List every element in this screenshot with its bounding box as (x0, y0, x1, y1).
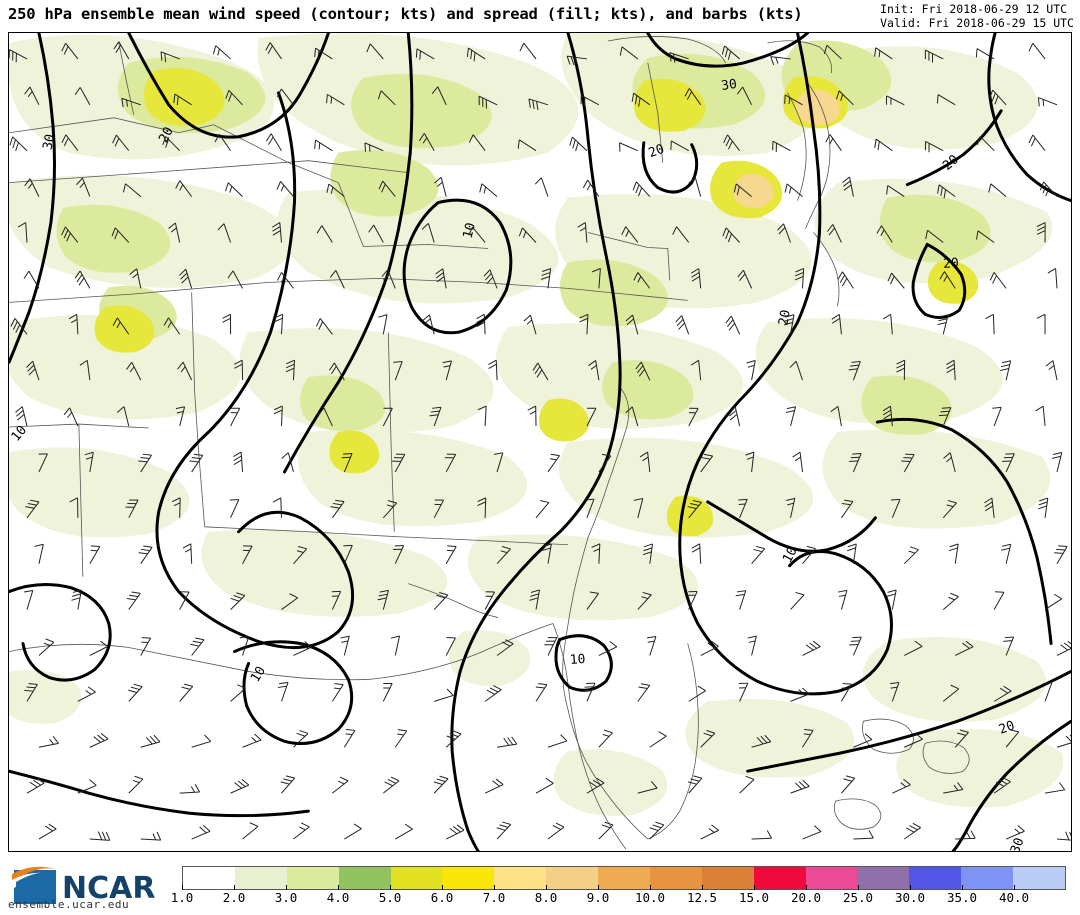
colorbar-swatch (546, 867, 598, 889)
colorbar[interactable] (182, 866, 1066, 890)
political-boundaries (9, 36, 970, 850)
colorbar-tick-mark (962, 885, 963, 890)
colorbar-ticks: 1.0 2.0 3.0 4.0 5.0 6.0 7.0 8.0 9.0 10.0 12.5 15.0 2… (0, 885, 1080, 910)
svg-text:10: 10 (569, 652, 586, 668)
svg-text:30: 30 (41, 133, 59, 151)
colorbar-swatch (286, 867, 339, 889)
timestamp-block: Init: Fri 2018-06-29 12 UTC Valid: Fri 2… (880, 2, 1074, 30)
header-bar: 250 hPa ensemble mean wind speed (contou… (0, 0, 1080, 32)
colorbar-tick-label: 10.0 (634, 890, 666, 905)
colorbar-tick-mark (494, 885, 495, 890)
colorbar-tick-mark (546, 885, 547, 890)
colorbar-tick-mark (286, 885, 287, 890)
colorbar-tick-mark (1014, 885, 1015, 890)
colorbar-tick-label: 1.0 (170, 890, 194, 905)
colorbar-tick-mark (650, 885, 651, 890)
svg-text:10: 10 (461, 221, 479, 240)
colorbar-swatch (701, 867, 754, 889)
colorbar-tick-mark (442, 885, 443, 890)
svg-text:20: 20 (943, 256, 960, 272)
ncar-logo[interactable]: NCAR (6, 860, 176, 912)
colorbar-tick-mark (806, 885, 807, 890)
svg-text:20: 20 (647, 142, 667, 161)
colorbar-swatch (338, 867, 391, 889)
weather-map[interactable]: 30 20 30 20 10 20 20 20 10 10 10 10 20 3… (9, 33, 1071, 851)
svg-text:30: 30 (720, 77, 738, 94)
colorbar-tick-mark (702, 885, 703, 890)
colorbar-swatch (909, 867, 962, 889)
colorbar-tick-label: 15.0 (738, 890, 770, 905)
colorbar-tick-label: 8.0 (534, 890, 558, 905)
colorbar-swatch (183, 867, 235, 889)
colorbar-swatch (753, 867, 806, 889)
init-time: Init: Fri 2018-06-29 12 UTC (880, 2, 1068, 16)
colorbar-tick-label: 2.0 (222, 890, 246, 905)
colorbar-swatch (961, 867, 1013, 889)
colorbar-swatch (390, 867, 443, 889)
colorbar-swatch (1013, 867, 1065, 889)
svg-text:20: 20 (997, 718, 1017, 737)
ncar-logo-text: NCAR (62, 871, 155, 906)
colorbar-tick-label: 40.0 (998, 890, 1030, 905)
svg-text:20: 20 (156, 125, 177, 146)
ncar-logo-mark (12, 866, 58, 904)
colorbar-swatch (598, 867, 650, 889)
map-panel[interactable]: 30 20 30 20 10 20 20 20 10 10 10 10 20 3… (8, 32, 1072, 852)
colorbar-tick-mark (182, 885, 183, 890)
colorbar-tick-mark (390, 885, 391, 890)
colorbar-tick-mark (754, 885, 755, 890)
colorbar-swatch (494, 867, 547, 889)
colorbar-tick-label: 30.0 (894, 890, 926, 905)
colorbar-tick-mark (234, 885, 235, 890)
svg-text:30: 30 (1008, 836, 1027, 851)
colorbar-swatch (805, 867, 858, 889)
page-title: 250 hPa ensemble mean wind speed (contou… (8, 5, 803, 23)
colorbar-tick-label: 20.0 (790, 890, 822, 905)
colorbar-tick-label: 35.0 (946, 890, 978, 905)
svg-text:10: 10 (248, 664, 269, 685)
colorbar-tick-mark (910, 885, 911, 890)
colorbar-swatch (234, 867, 287, 889)
ncar-logo-url: ensemble.ucar.edu (8, 898, 130, 911)
svg-text:20: 20 (776, 309, 793, 327)
colorbar-tick-label: 3.0 (274, 890, 298, 905)
colorbar-swatch (442, 867, 495, 889)
spread-fill-layer (9, 33, 1064, 816)
colorbar-tick-mark (338, 885, 339, 890)
colorbar-tick-label: 12.5 (686, 890, 718, 905)
colorbar-tick-label: 4.0 (326, 890, 350, 905)
colorbar-tick-mark (858, 885, 859, 890)
svg-text:10: 10 (780, 545, 801, 566)
colorbar-tick-label: 25.0 (842, 890, 874, 905)
colorbar-tick-mark (598, 885, 599, 890)
colorbar-tick-label: 6.0 (430, 890, 454, 905)
valid-time: Valid: Fri 2018-06-29 15 UTC (880, 16, 1074, 30)
colorbar-swatch (649, 867, 702, 889)
colorbar-tick-label: 9.0 (586, 890, 610, 905)
colorbar-swatch (857, 867, 910, 889)
colorbar-tick-label: 5.0 (378, 890, 402, 905)
colorbar-tick-label: 7.0 (482, 890, 506, 905)
